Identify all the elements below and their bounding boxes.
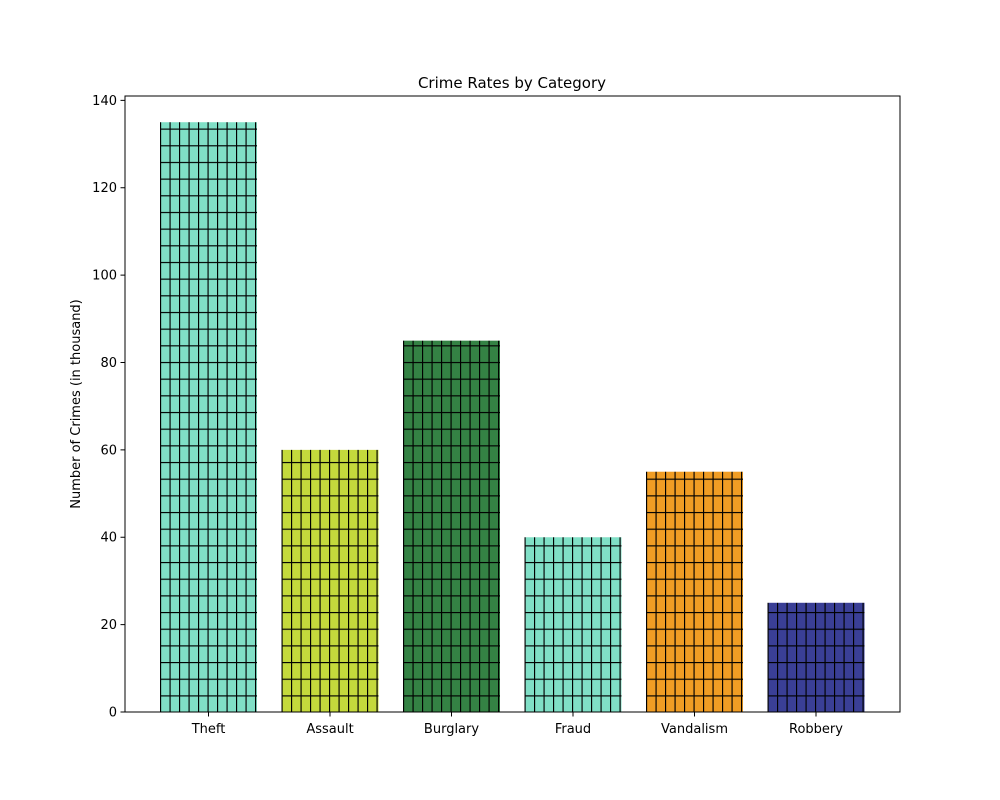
x-tick-label-fraud: Fraud: [555, 722, 591, 737]
bar-robbery: [767, 602, 865, 712]
y-tick-label: 40: [100, 531, 117, 546]
x-tick-label-vandalism: Vandalism: [661, 722, 728, 737]
chart-title: Crime Rates by Category: [418, 74, 606, 92]
x-ticks-group: Theft Assault Burglary Fraud Vandalism Robber…: [191, 712, 843, 737]
bar-burglary: [403, 340, 500, 712]
y-tick-label: 80: [100, 356, 117, 371]
x-tick-label-burglary: Burglary: [424, 722, 479, 737]
x-tick-label-theft: Theft: [191, 722, 226, 737]
y-tick-label: 100: [92, 269, 117, 284]
y-tick-label: 0: [109, 706, 117, 721]
y-tick-label: 140: [92, 94, 117, 109]
y-tick-label: 120: [92, 181, 117, 196]
bar-vandalism: [646, 471, 743, 712]
y-axis-label: Number of Crimes (in thousand): [69, 299, 84, 509]
y-tick-label: 60: [100, 443, 117, 458]
y-tick-label: 20: [100, 618, 117, 633]
x-tick-label-assault: Assault: [306, 722, 353, 737]
bar-assault: [281, 449, 379, 712]
bar-theft: [160, 122, 257, 712]
bar-fraud: [524, 537, 622, 712]
x-tick-label-robbery: Robbery: [789, 722, 843, 737]
plot-frame: [124, 95, 901, 713]
y-ticks-group: 0 20 40 60 80 100 120 140: [92, 94, 125, 721]
bars-group: [160, 122, 865, 712]
